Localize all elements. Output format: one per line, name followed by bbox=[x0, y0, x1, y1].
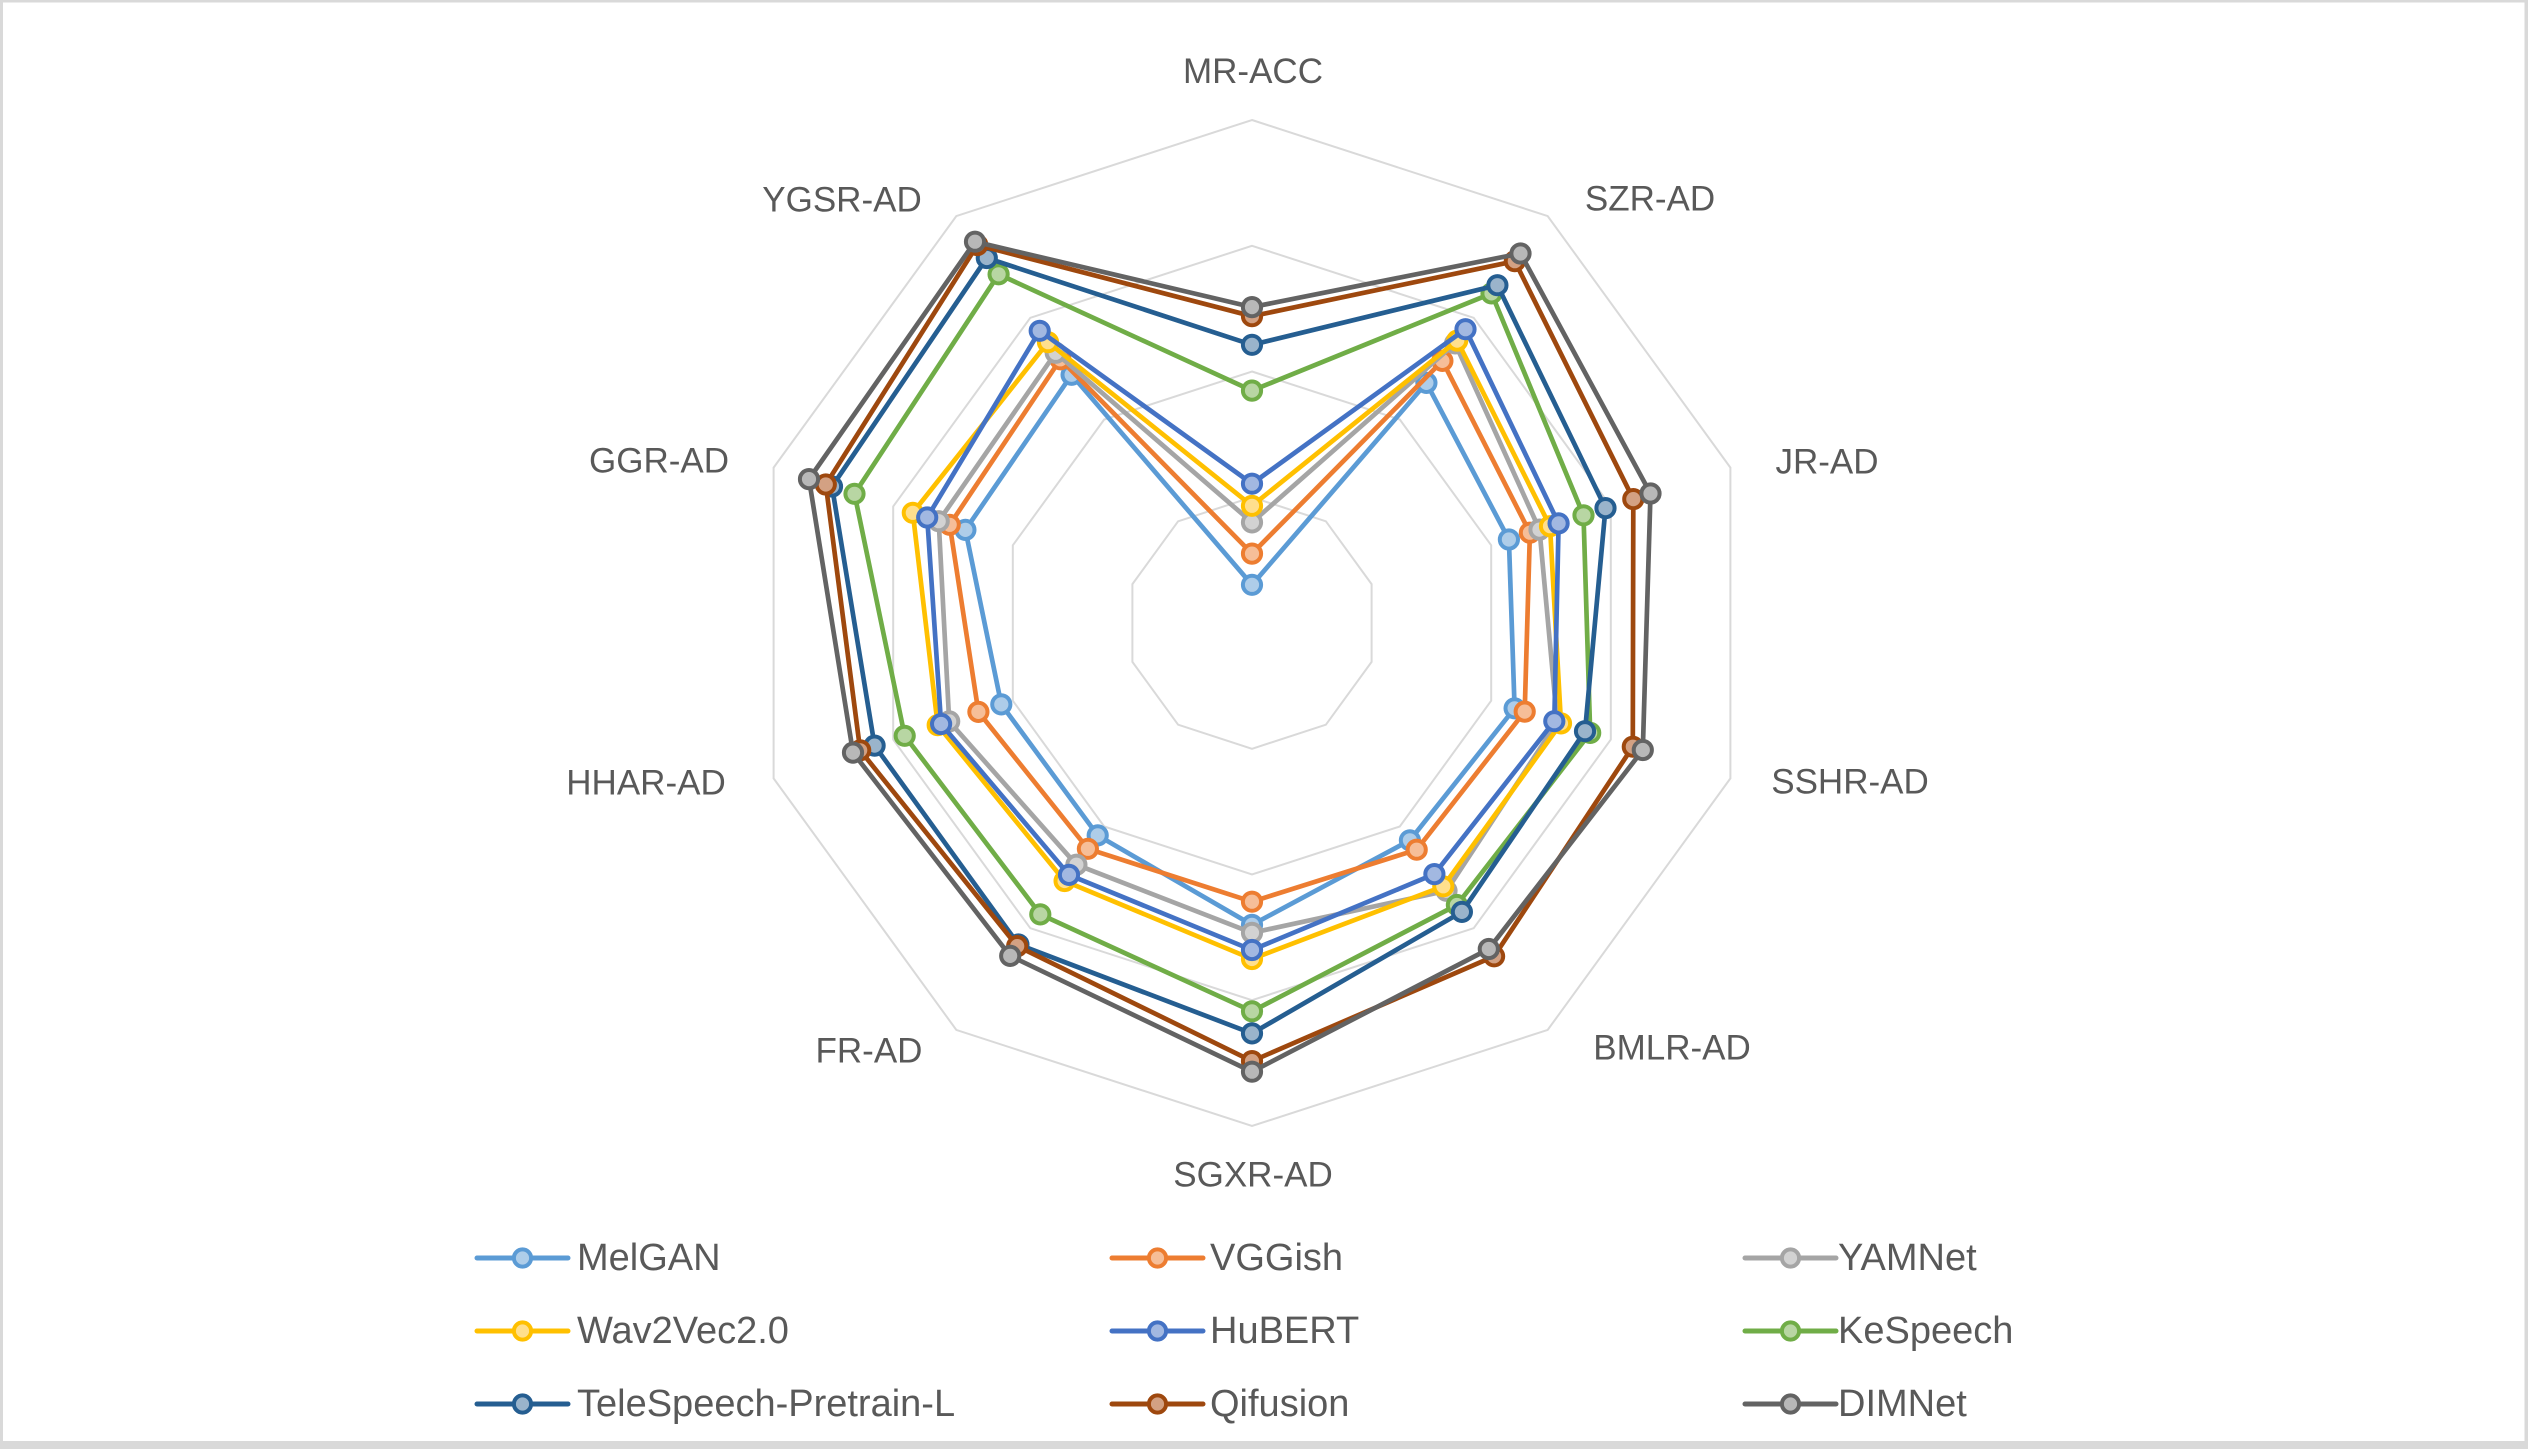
svg-text:BMLR-AD: BMLR-AD bbox=[1593, 1029, 1751, 1068]
svg-text:TeleSpeech-Pretrain-L: TeleSpeech-Pretrain-L bbox=[577, 1383, 955, 1425]
svg-text:YGSR-AD: YGSR-AD bbox=[762, 181, 921, 220]
svg-text:DIMNet: DIMNet bbox=[1838, 1383, 1967, 1425]
svg-text:SGXR-AD: SGXR-AD bbox=[1173, 1156, 1332, 1195]
svg-text:MelGAN: MelGAN bbox=[577, 1237, 721, 1279]
svg-text:HHAR-AD: HHAR-AD bbox=[566, 764, 725, 803]
svg-text:SZR-AD: SZR-AD bbox=[1585, 180, 1715, 219]
svg-text:GGR-AD: GGR-AD bbox=[589, 442, 729, 481]
svg-text:YAMNet: YAMNet bbox=[1838, 1237, 1977, 1279]
svg-text:VGGish: VGGish bbox=[1210, 1237, 1343, 1279]
svg-text:Qifusion: Qifusion bbox=[1210, 1383, 1349, 1425]
svg-text:MR-ACC: MR-ACC bbox=[1183, 52, 1323, 91]
svg-text:FR-AD: FR-AD bbox=[816, 1032, 923, 1071]
svg-text:KeSpeech: KeSpeech bbox=[1838, 1310, 2013, 1352]
svg-text:SSHR-AD: SSHR-AD bbox=[1771, 763, 1929, 802]
svg-text:JR-AD: JR-AD bbox=[1775, 443, 1878, 482]
svg-text:HuBERT: HuBERT bbox=[1210, 1310, 1359, 1352]
svg-text:Wav2Vec2.0: Wav2Vec2.0 bbox=[577, 1310, 789, 1352]
